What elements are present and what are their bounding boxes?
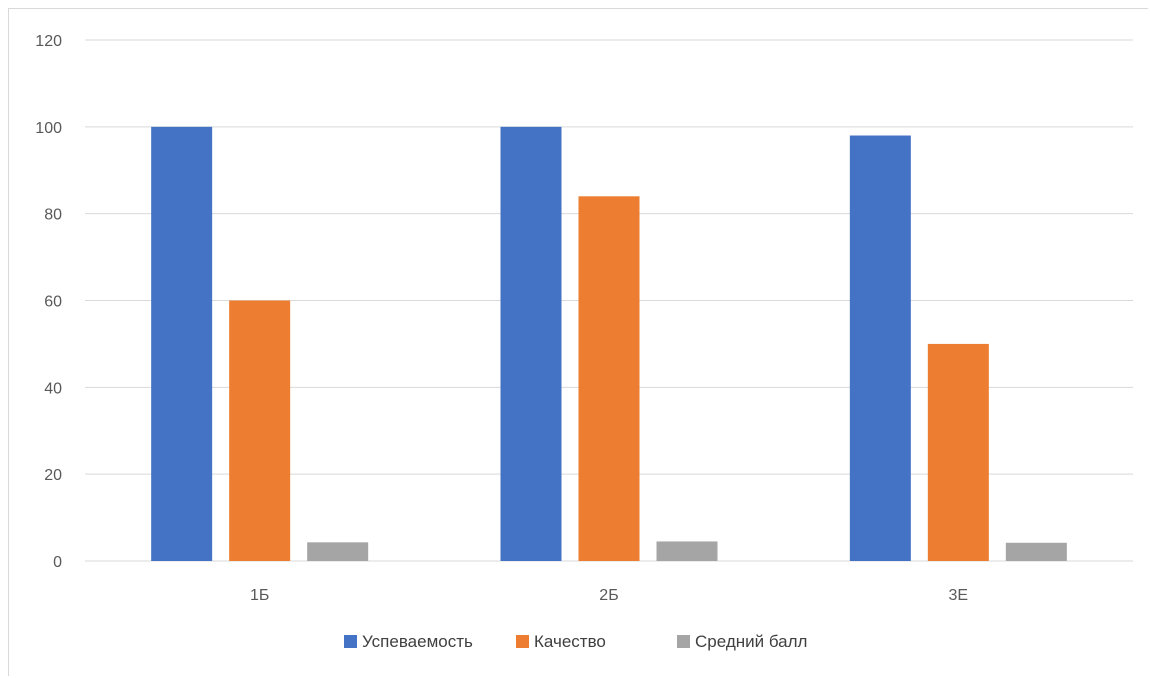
- bar: [151, 126, 213, 561]
- bar: [927, 343, 989, 561]
- legend-swatch: [344, 635, 357, 648]
- x-tick-label: 3Е: [949, 587, 969, 604]
- x-axis-ticks: 1Б 2Б 3Е: [250, 587, 968, 604]
- legend: Успеваемость Качество Средний балл: [344, 632, 807, 651]
- y-tick-label: 80: [44, 207, 62, 224]
- bar: [500, 126, 562, 561]
- legend-label: Средний балл: [695, 632, 807, 651]
- y-tick-label: 0: [53, 554, 62, 571]
- legend-label: Качество: [534, 632, 606, 651]
- legend-item: Качество: [516, 632, 606, 651]
- legend-label: Успеваемость: [362, 632, 473, 651]
- y-tick-label: 40: [44, 380, 62, 397]
- legend-swatch: [516, 635, 529, 648]
- y-tick-label: 100: [35, 120, 62, 137]
- bars: [151, 126, 1067, 562]
- y-tick-label: 120: [35, 33, 62, 50]
- y-tick-label: 60: [44, 294, 62, 311]
- legend-swatch: [677, 635, 690, 648]
- y-axis-ticks: 0 20 40 60 80 100 120: [35, 33, 62, 571]
- bar: [307, 542, 369, 561]
- y-tick-label: 20: [44, 467, 62, 484]
- bar: [849, 135, 911, 561]
- x-tick-label: 1Б: [250, 587, 269, 604]
- bar: [656, 541, 718, 561]
- bar: [229, 300, 291, 561]
- bar: [578, 196, 640, 562]
- legend-item: Средний балл: [677, 632, 807, 651]
- x-tick-label: 2Б: [599, 587, 618, 604]
- legend-item: Успеваемость: [344, 632, 473, 651]
- bar: [1005, 542, 1067, 561]
